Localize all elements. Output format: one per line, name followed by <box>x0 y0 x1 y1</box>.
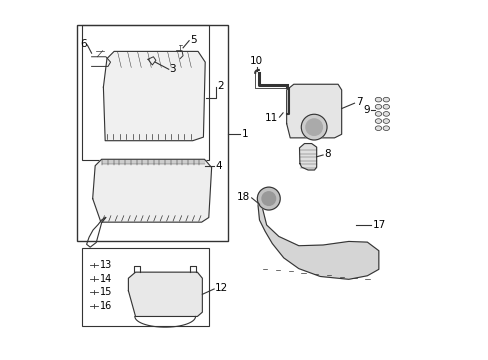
Ellipse shape <box>374 97 381 102</box>
Ellipse shape <box>305 119 322 135</box>
Polygon shape <box>128 272 202 316</box>
Bar <box>82 248 208 327</box>
Ellipse shape <box>301 114 326 140</box>
Ellipse shape <box>374 112 381 116</box>
Text: 16: 16 <box>100 301 112 311</box>
Ellipse shape <box>382 126 389 131</box>
Text: 4: 4 <box>215 161 222 171</box>
Ellipse shape <box>374 126 381 131</box>
Text: 14: 14 <box>100 274 112 284</box>
Polygon shape <box>93 159 211 222</box>
Text: 2: 2 <box>217 81 223 91</box>
Text: 9: 9 <box>362 105 369 115</box>
Text: 10: 10 <box>249 57 262 66</box>
Text: 5: 5 <box>189 35 196 45</box>
Text: 12: 12 <box>215 283 228 293</box>
Polygon shape <box>299 144 316 170</box>
Text: 8: 8 <box>324 149 330 159</box>
Text: 18: 18 <box>237 192 250 202</box>
Text: 17: 17 <box>372 220 385 230</box>
Polygon shape <box>258 194 378 279</box>
Ellipse shape <box>382 119 389 123</box>
Text: 1: 1 <box>241 129 248 139</box>
Text: 3: 3 <box>169 64 176 74</box>
Text: 7: 7 <box>355 98 362 108</box>
Ellipse shape <box>374 104 381 109</box>
Bar <box>77 24 228 241</box>
Text: 11: 11 <box>264 113 278 123</box>
Ellipse shape <box>382 112 389 116</box>
Text: 6: 6 <box>80 39 86 49</box>
Ellipse shape <box>382 97 389 102</box>
Ellipse shape <box>374 119 381 123</box>
Polygon shape <box>286 84 341 138</box>
Ellipse shape <box>382 104 389 109</box>
Text: 13: 13 <box>100 260 112 270</box>
Circle shape <box>262 192 275 205</box>
Circle shape <box>257 187 280 210</box>
Polygon shape <box>103 51 205 141</box>
Bar <box>82 24 208 160</box>
Text: 15: 15 <box>100 287 112 297</box>
